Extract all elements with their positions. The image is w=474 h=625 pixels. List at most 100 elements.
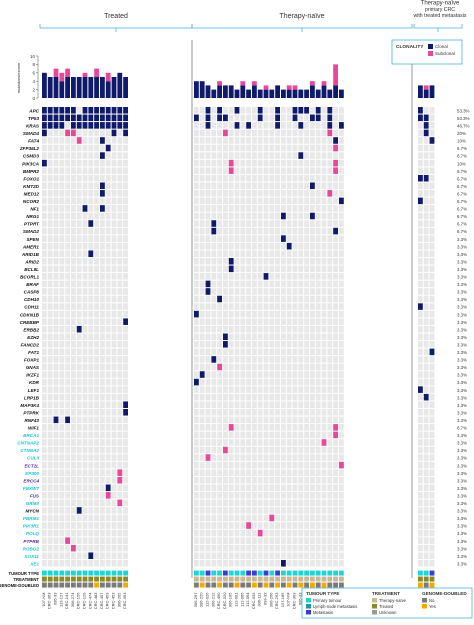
heatmap-cell-empty [71, 416, 76, 424]
heatmap-cell-empty [223, 378, 228, 386]
heatmap-cell-empty [211, 129, 217, 137]
heatmap-cell-empty [423, 310, 429, 318]
heatmap-cell-empty [100, 454, 105, 461]
heatmap-cell-empty [76, 446, 82, 454]
heatmap-cell-empty [47, 174, 53, 182]
heatmap-cell-empty [217, 507, 222, 514]
heatmap-cell-empty [327, 159, 333, 167]
heatmap-cell-empty [65, 258, 70, 265]
heatmap-cell-empty [82, 454, 88, 461]
heatmap-cell-empty [286, 333, 292, 341]
heatmap-cell-empty [65, 356, 70, 363]
heatmap-cell-empty [88, 363, 94, 371]
heatmap-cell-empty [292, 401, 298, 408]
heatmap-cell-empty [252, 114, 257, 122]
gene-label: LEF1 [28, 388, 40, 393]
heatmap-cell-empty [88, 212, 94, 220]
heatmap-cell-empty [82, 401, 88, 408]
heatmap-cell-empty [53, 220, 59, 227]
heatmap-cell-empty [275, 265, 280, 273]
heatmap-cell-empty [257, 220, 263, 227]
heatmap-cell-empty [194, 190, 199, 197]
heatmap-cell-empty [194, 469, 199, 476]
heatmap-cell-empty [269, 122, 275, 129]
heatmap-cell-empty [88, 333, 94, 341]
heatmap-cell-empty [263, 431, 269, 439]
heatmap-cell-empty [211, 476, 217, 484]
heatmap-cell-empty [47, 416, 53, 424]
heatmap-cell-empty [429, 182, 435, 190]
heatmap-cell-empty [257, 416, 263, 424]
heatmap-cell-empty [418, 529, 423, 537]
gene-label: FBXW7 [23, 486, 40, 491]
heatmap-cell-empty [423, 197, 429, 205]
heatmap-cell-empty [76, 107, 82, 114]
heatmap-cell-empty [423, 235, 429, 242]
heatmap-cell-empty [281, 182, 286, 190]
gene-label: FAT1 [28, 350, 39, 355]
heatmap-cell-empty [111, 144, 117, 152]
heatmap-cell-empty [47, 325, 53, 333]
heatmap-cell-empty [281, 280, 286, 288]
sample-label: CRC-156 [76, 592, 81, 609]
heatmap-cell-empty [194, 212, 199, 220]
heatmap-cell-empty [418, 431, 423, 439]
heatmap-cell-empty [71, 137, 76, 144]
heatmap-cell-empty [111, 484, 117, 492]
heatmap-cell-empty [111, 560, 117, 567]
genome-legend-title: GENOME-DOUBLED [422, 591, 467, 596]
heatmap-cell-empty [310, 144, 315, 152]
heatmap-cell-empty [246, 235, 251, 242]
heatmap-cell-empty [327, 461, 333, 469]
heatmap-cell-empty [59, 159, 65, 167]
heatmap-cell-empty [65, 333, 70, 341]
heatmap-cell-empty [65, 409, 70, 416]
heatmap-cell-empty [76, 174, 82, 182]
heatmap-cell-empty [333, 522, 338, 529]
heatmap-cell-empty [217, 333, 222, 341]
heatmap-cell-empty [429, 318, 435, 325]
heatmap-cell-empty [263, 416, 269, 424]
heatmap-cell-empty [304, 424, 309, 431]
heatmap-cell-empty [123, 371, 128, 378]
heatmap-cell-empty [211, 378, 217, 386]
heatmap-cell-empty [82, 552, 88, 559]
gene-label: NF1 [30, 207, 39, 212]
treatment-cell [315, 576, 321, 582]
heatmap-cell-empty [205, 242, 211, 250]
heatmap-cell-empty [418, 273, 423, 280]
heatmap-cell-empty [211, 492, 217, 499]
heatmap-cell-empty [298, 167, 304, 174]
heatmap-cell-empty [240, 295, 246, 303]
heatmap-cell-empty [252, 461, 257, 469]
heatmap-cell-empty [82, 424, 88, 431]
heatmap-cell-empty [327, 227, 333, 235]
heatmap-cell-empty [223, 152, 228, 159]
heatmap-cell-empty [88, 529, 94, 537]
heatmap-cell-empty [234, 190, 240, 197]
gene-percent: 3.3% [457, 312, 467, 317]
heatmap-cell-empty [263, 310, 269, 318]
heatmap-cell-empty [315, 507, 321, 514]
heatmap-cell-empty [333, 318, 338, 325]
heatmap-cell-empty [205, 235, 211, 242]
heatmap-cell-empty [429, 401, 435, 408]
treatment-cell [234, 576, 240, 582]
heatmap-cell-empty [315, 205, 321, 212]
heatmap-cell-empty [423, 190, 429, 197]
heatmap-cell-empty [71, 371, 76, 378]
tumour-type-cell [339, 570, 344, 576]
heatmap-cell-empty [275, 371, 280, 378]
heatmap-cell-empty [252, 235, 257, 242]
tumour-legend-swatch [306, 598, 311, 603]
heatmap-cell-empty [286, 371, 292, 378]
heatmap-cell-empty [123, 424, 128, 431]
heatmap-cell-empty [223, 348, 228, 356]
heatmap-cell-empty [105, 431, 111, 439]
burden-bar-clonal [252, 85, 257, 98]
heatmap-cell-empty [423, 507, 429, 514]
heatmap-cell-empty [418, 152, 423, 159]
heatmap-cell-empty [321, 197, 327, 205]
heatmap-cell-empty [88, 174, 94, 182]
heatmap-cell-empty [292, 318, 298, 325]
